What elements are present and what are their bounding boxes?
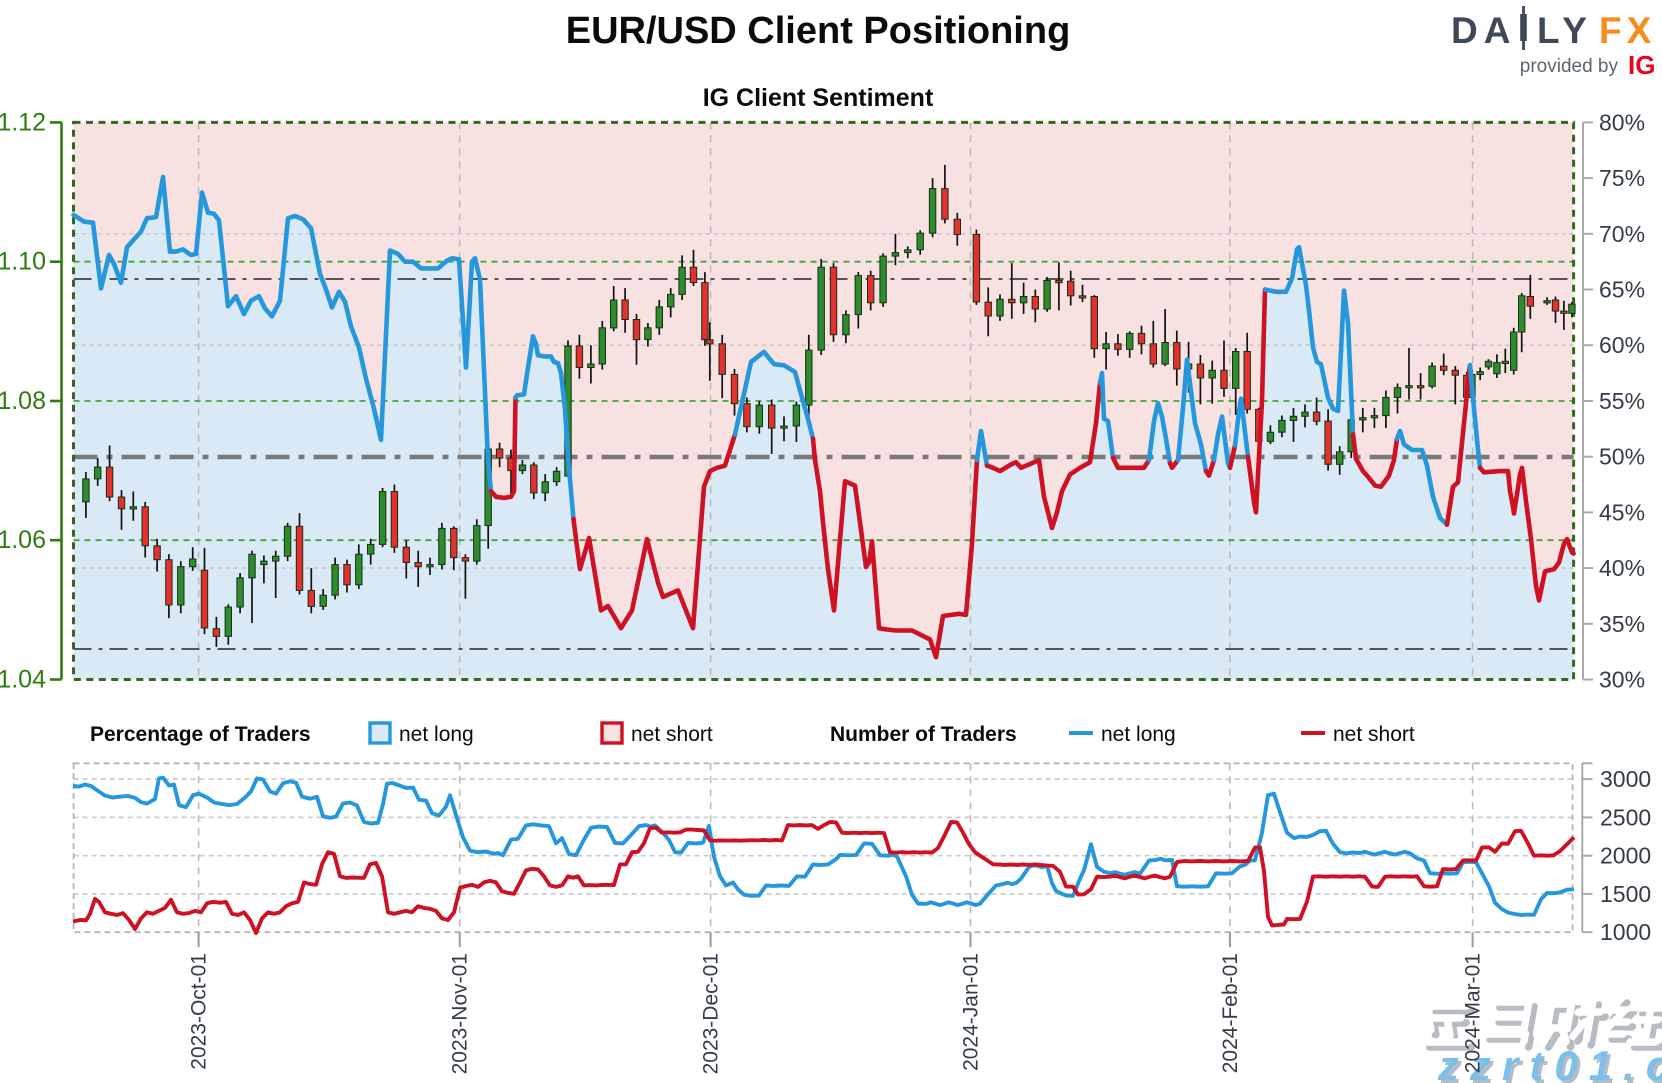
svg-text:zzrt01.cn: zzrt01.cn: [1437, 1042, 1662, 1083]
svg-text:3000: 3000: [1600, 766, 1651, 792]
svg-text:IG Client Sentiment: IG Client Sentiment: [703, 84, 934, 112]
svg-text:net long: net long: [1101, 723, 1176, 746]
svg-text:2023-Nov-01: 2023-Nov-01: [449, 953, 472, 1074]
svg-text:2024-Jan-01: 2024-Jan-01: [960, 953, 983, 1071]
svg-text:Number of Traders: Number of Traders: [830, 723, 1017, 746]
svg-text:45%: 45%: [1599, 499, 1645, 525]
svg-text:40%: 40%: [1599, 555, 1645, 581]
svg-text:net short: net short: [631, 723, 713, 746]
svg-text:55%: 55%: [1599, 388, 1645, 414]
svg-text:Percentage of Traders: Percentage of Traders: [90, 723, 311, 746]
svg-text:1.08: 1.08: [0, 387, 46, 415]
svg-text:65%: 65%: [1599, 277, 1645, 303]
svg-text:1.06: 1.06: [0, 526, 46, 554]
svg-text:net long: net long: [399, 723, 474, 746]
svg-text:50%: 50%: [1599, 444, 1645, 470]
svg-text:80%: 80%: [1599, 109, 1645, 135]
svg-text:1.04: 1.04: [0, 666, 46, 694]
svg-text:2023-Oct-01: 2023-Oct-01: [188, 953, 211, 1070]
svg-text:2024-Mar-01: 2024-Mar-01: [1462, 953, 1485, 1073]
svg-text:IG: IG: [1628, 50, 1655, 80]
svg-text:provided by: provided by: [1520, 56, 1619, 77]
svg-text:2024-Feb-01: 2024-Feb-01: [1219, 953, 1242, 1073]
svg-text:2500: 2500: [1600, 804, 1651, 830]
svg-text:1.10: 1.10: [0, 248, 46, 276]
svg-text:FX: FX: [1599, 10, 1656, 51]
svg-text:30%: 30%: [1599, 667, 1645, 693]
svg-text:35%: 35%: [1599, 611, 1645, 637]
svg-text:1.12: 1.12: [0, 108, 46, 136]
svg-text:1000: 1000: [1600, 919, 1651, 945]
svg-text:2023-Dec-01: 2023-Dec-01: [700, 953, 723, 1074]
svg-text:EUR/USD Client Positioning: EUR/USD Client Positioning: [566, 10, 1071, 52]
svg-text:2000: 2000: [1600, 843, 1651, 869]
svg-text:60%: 60%: [1599, 332, 1645, 358]
svg-text:DA: DA: [1451, 10, 1516, 51]
svg-text:net short: net short: [1333, 723, 1415, 746]
svg-text:70%: 70%: [1599, 221, 1645, 247]
svg-text:zzrt01.cn: zzrt01.cn: [1440, 1045, 1662, 1083]
svg-text:1500: 1500: [1600, 881, 1651, 907]
svg-text:75%: 75%: [1599, 165, 1645, 191]
svg-text:LY: LY: [1537, 10, 1593, 51]
